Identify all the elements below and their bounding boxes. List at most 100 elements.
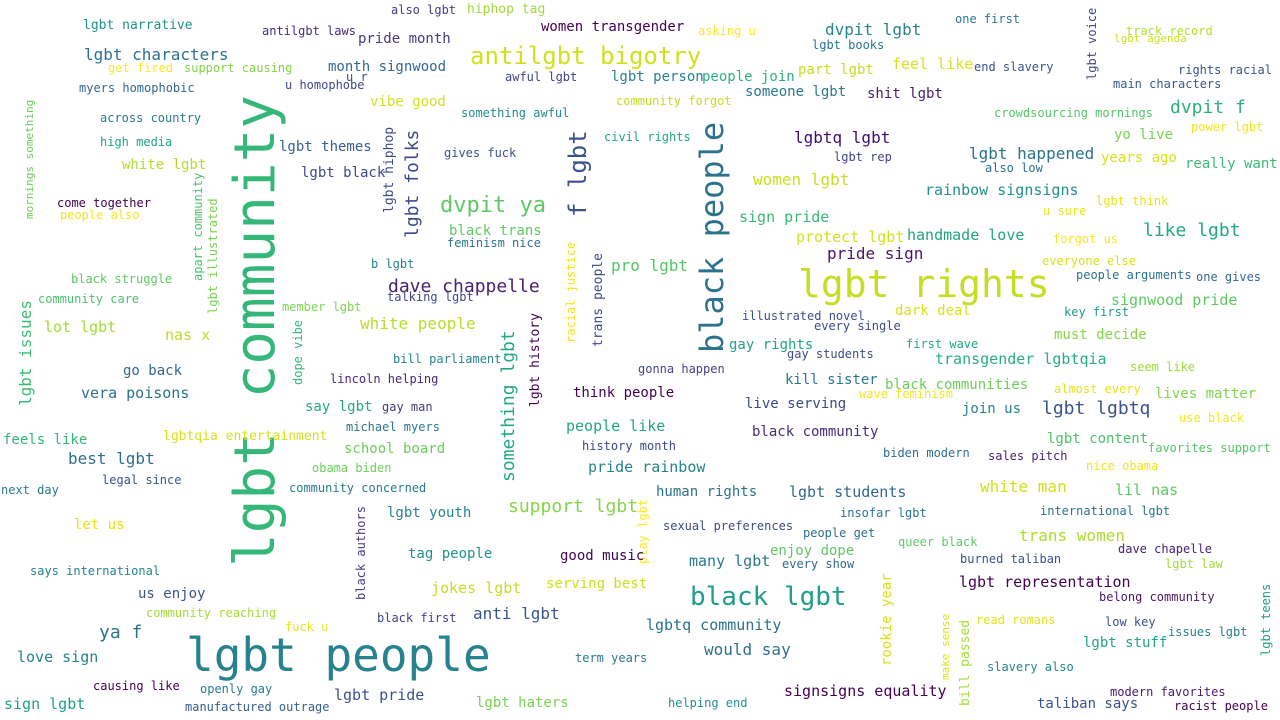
word-lgbt-rep: lgbt rep: [834, 150, 892, 164]
word-also-lgbt: also lgbt: [391, 3, 457, 17]
word-white-man: white man: [980, 477, 1067, 496]
word-say-lgbt: say lgbt: [305, 399, 373, 415]
word-people-arguments: people arguments: [1076, 268, 1192, 282]
word-u-r: u r: [346, 70, 368, 84]
word-gonna-happen: gonna happen: [638, 362, 725, 376]
word-black-authors: black authors: [354, 506, 368, 600]
word-nas-x: nas x: [165, 326, 211, 344]
word-favorites-support: favorites support: [1148, 441, 1271, 455]
word-must-decide: must decide: [1054, 327, 1147, 343]
word-lgbt-books: lgbt books: [812, 38, 885, 52]
word-black-struggle: black struggle: [71, 272, 173, 286]
word-michael-myers: michael myers: [346, 420, 440, 434]
word-tag-people: tag people: [408, 546, 493, 562]
word-myers-homophobic: myers homophobic: [79, 81, 195, 95]
word-hiphop-tag: hiphop tag: [467, 2, 546, 17]
word-protect-lgbt: protect lgbt: [796, 228, 905, 246]
word-sign-lgbt: sign lgbt: [4, 695, 86, 713]
word-black-community: black community: [752, 424, 879, 440]
word-every-show: every show: [782, 557, 855, 571]
word-dvpit-lgbt: dvpit lgbt: [825, 20, 922, 39]
word-people-join: people join: [702, 69, 795, 85]
word-feel-like: feel like: [892, 55, 974, 73]
word-term-years: term years: [575, 651, 648, 665]
word-manufactured-outrage: manufactured outrage: [185, 700, 330, 714]
word-lgbt-lgbtq: lgbt lgbtq: [1042, 398, 1151, 419]
word-lgbt-black: lgbt black: [301, 165, 386, 181]
word-really-want: really want: [1185, 156, 1278, 172]
word-women-transgender: women transgender: [541, 19, 685, 35]
word-one-first: one first: [955, 12, 1021, 26]
word-lgbt-content: lgbt content: [1047, 431, 1149, 447]
word-low-key: low key: [1105, 615, 1156, 629]
word-feminism-nice: feminism nice: [447, 236, 541, 250]
word-track-record: track record: [1126, 24, 1213, 38]
word-antilgbt-laws: antilgbt laws: [262, 24, 356, 38]
word-sign-pride: sign pride: [739, 208, 830, 226]
word-causing-like: causing like: [93, 679, 180, 693]
word-pride-month: pride month: [358, 31, 451, 47]
word-crowdsourcing-mornings: crowdsourcing mornings: [994, 106, 1153, 120]
word-bill-passed: bill passed: [958, 619, 973, 706]
word-month-signwood: month signwood: [328, 59, 447, 75]
word-jokes-lgbt: jokes lgbt: [431, 579, 522, 597]
word-first-wave: first wave: [906, 337, 979, 351]
word-community-care: community care: [38, 292, 140, 306]
word-lgbt-history: lgbt history: [528, 313, 543, 407]
word-racist-people: racist people: [1174, 699, 1268, 713]
word-lgbt-people: lgbt people: [186, 628, 491, 682]
word-gay-students: gay students: [787, 347, 874, 361]
word-obama-biden: obama biden: [312, 461, 392, 475]
word-lgbtq-lgbt: lgbtq lgbt: [794, 128, 891, 147]
word-many-lgbt: many lgbt: [689, 552, 771, 570]
word-vera-poisons: vera poisons: [81, 384, 190, 402]
word-lgbt-haters: lgbt haters: [476, 695, 569, 711]
word-lgbt-youth: lgbt youth: [387, 505, 472, 521]
word-insofar-lgbt: insofar lgbt: [840, 506, 927, 520]
word-best-lgbt: best lgbt: [68, 449, 155, 468]
word-civil-rights: civil rights: [604, 130, 691, 144]
word-transgender-lgbtqia: transgender lgbtqia: [935, 350, 1107, 368]
word-also-low: also low: [985, 161, 1043, 175]
word-would-say: would say: [704, 640, 791, 659]
word-u-sure: u sure: [1043, 204, 1087, 218]
word-white-lgbt: white lgbt: [122, 157, 207, 173]
word-people-get: people get: [803, 526, 876, 540]
word-black-communities: black communities: [885, 377, 1029, 393]
word-dave-chapelle: dave chapelle: [1118, 542, 1212, 556]
word-love-sign: love sign: [17, 648, 99, 666]
word-lgbt-representation: lgbt representation: [959, 573, 1131, 591]
word-kill-sister: kill sister: [785, 372, 878, 388]
word-enjoy-dope: enjoy dope: [770, 543, 855, 559]
word-nice-obama: nice obama: [1086, 459, 1159, 473]
word-make-sense: make sense: [939, 613, 952, 680]
word-lgbt-issues: lgbt issues: [16, 300, 35, 406]
word-human-rights: human rights: [656, 484, 758, 500]
word-rookie-year: rookie year: [879, 573, 895, 666]
word-next-day: next day: [1, 483, 59, 497]
word-gay-man: gay man: [382, 400, 433, 414]
word-black-first: black first: [377, 611, 457, 625]
word-lgbt-narrative: lgbt narrative: [83, 18, 193, 33]
word-dvpit-f: dvpit f: [1170, 97, 1246, 118]
word-yo-live: yo live: [1114, 127, 1174, 143]
word-white-people: white people: [360, 314, 476, 333]
word-like-lgbt: like lgbt: [1143, 220, 1241, 241]
word-support-causing: support causing: [184, 61, 293, 75]
word-lgbt-folks: lgbt folks: [402, 129, 423, 238]
word-pride-sign: pride sign: [827, 244, 924, 263]
word-high-media: high media: [100, 135, 173, 149]
word-think-people: think people: [573, 385, 675, 401]
word-live-serving: live serving: [745, 396, 847, 412]
word-helping-end: helping end: [668, 696, 748, 710]
word-member-lgbt: member lgbt: [282, 300, 362, 314]
word-apart-community: apart community: [191, 172, 205, 281]
word-asking-u: asking u: [698, 24, 756, 38]
word-lgbt-community: lgbt community: [223, 94, 288, 567]
word-lgbt-stuff: lgbt stuff: [1083, 635, 1168, 651]
word-years-ago: years ago: [1101, 150, 1177, 166]
word-lgbtqia-entertainment: lgbtqia entertainment: [163, 429, 328, 444]
word-ya-f: ya f: [99, 622, 143, 643]
word-u-homophobe: u homophobe: [285, 78, 365, 92]
word-b-lgbt: b lgbt: [371, 257, 415, 271]
